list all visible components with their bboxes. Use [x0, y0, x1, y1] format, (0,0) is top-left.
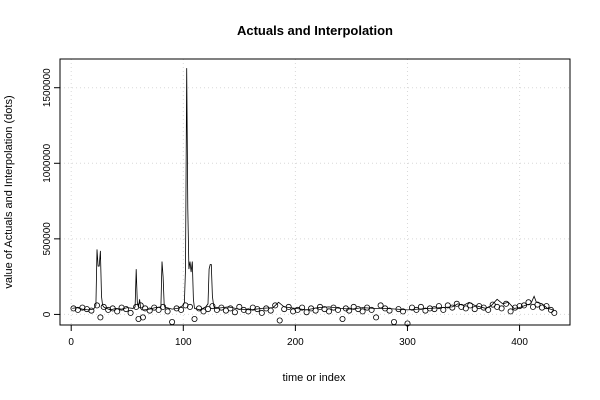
- x-tick-label-1: 100: [175, 337, 192, 348]
- data-point: [359, 308, 366, 315]
- data-point: [236, 303, 243, 310]
- x-axis-label: time or index: [283, 372, 346, 384]
- data-point: [346, 307, 353, 314]
- data-point: [146, 307, 153, 314]
- data-point: [503, 300, 510, 307]
- data-point: [227, 305, 234, 312]
- y-tick-label-3: 1500000: [42, 68, 53, 107]
- data-point: [440, 306, 447, 313]
- data-point: [449, 304, 456, 311]
- data-point: [123, 306, 130, 313]
- data-point: [498, 305, 505, 312]
- plot-frame: [59, 58, 571, 326]
- data-point: [377, 302, 384, 309]
- data-point: [435, 303, 442, 310]
- y-tick-label-2: 1000000: [42, 143, 53, 182]
- data-point: [94, 302, 101, 309]
- data-point: [471, 306, 478, 313]
- grid: [60, 59, 570, 325]
- data-point: [543, 303, 550, 310]
- data-point: [507, 308, 514, 315]
- x-tick-label-4: 400: [511, 337, 528, 348]
- data-point: [139, 314, 146, 321]
- data-point: [100, 303, 107, 310]
- x-tick-label-2: 200: [287, 337, 304, 348]
- data-point: [325, 308, 332, 315]
- data-point: [231, 309, 238, 316]
- data-point: [137, 302, 144, 309]
- data-point: [258, 309, 265, 316]
- data-point: [303, 309, 310, 316]
- data-point: [191, 315, 198, 322]
- data-point: [547, 306, 554, 313]
- data-point: [339, 315, 346, 322]
- data-point: [127, 309, 134, 316]
- data-point: [218, 304, 225, 311]
- data-point: [299, 304, 306, 311]
- data-point: [368, 306, 375, 313]
- data-point: [195, 305, 202, 312]
- data-point: [88, 307, 95, 314]
- data-point: [426, 305, 433, 312]
- data-point: [312, 307, 319, 314]
- data-point: [551, 309, 558, 316]
- data-point: [467, 302, 474, 309]
- data-point: [114, 308, 121, 315]
- data-point: [178, 306, 185, 313]
- x-tick-label-3: 300: [399, 337, 416, 348]
- y-tick-label-1: 500000: [42, 222, 53, 256]
- y-axis-label: value of Actuals and Interpolation (dots…: [3, 95, 15, 288]
- chart-title: Actuals and Interpolation: [237, 23, 393, 38]
- data-point: [155, 306, 162, 313]
- data-point: [431, 306, 438, 313]
- data-point: [373, 314, 380, 321]
- data-point: [97, 314, 104, 321]
- data-point: [209, 303, 216, 310]
- data-point: [453, 300, 460, 307]
- data-point: [186, 303, 193, 310]
- data-point: [245, 308, 252, 315]
- data-point: [386, 307, 393, 314]
- data-point: [285, 303, 292, 310]
- y-tick-label-0: 0: [42, 311, 53, 317]
- data-point: [485, 306, 492, 313]
- data-point: [399, 308, 406, 315]
- data-point: [254, 306, 261, 313]
- data-point: [462, 305, 469, 312]
- axes: 0 100 200 300 400 0 500000 1000000 1500000: [42, 68, 528, 348]
- data-point: [334, 306, 341, 313]
- x-tick-label-0: 0: [68, 337, 74, 348]
- data-point: [413, 306, 420, 313]
- data-point: [109, 305, 116, 312]
- interpolation-line: [72, 68, 554, 311]
- data-point: [516, 303, 523, 310]
- data-point: [525, 299, 532, 306]
- data-point: [276, 317, 283, 324]
- data-point: [160, 303, 167, 310]
- data-point: [164, 308, 171, 315]
- data-point: [272, 302, 279, 309]
- data-point: [521, 302, 528, 309]
- data-point: [417, 303, 424, 310]
- series-layer: [70, 68, 558, 327]
- data-point: [204, 306, 211, 313]
- data-point: [267, 307, 274, 314]
- data-point: [534, 301, 541, 308]
